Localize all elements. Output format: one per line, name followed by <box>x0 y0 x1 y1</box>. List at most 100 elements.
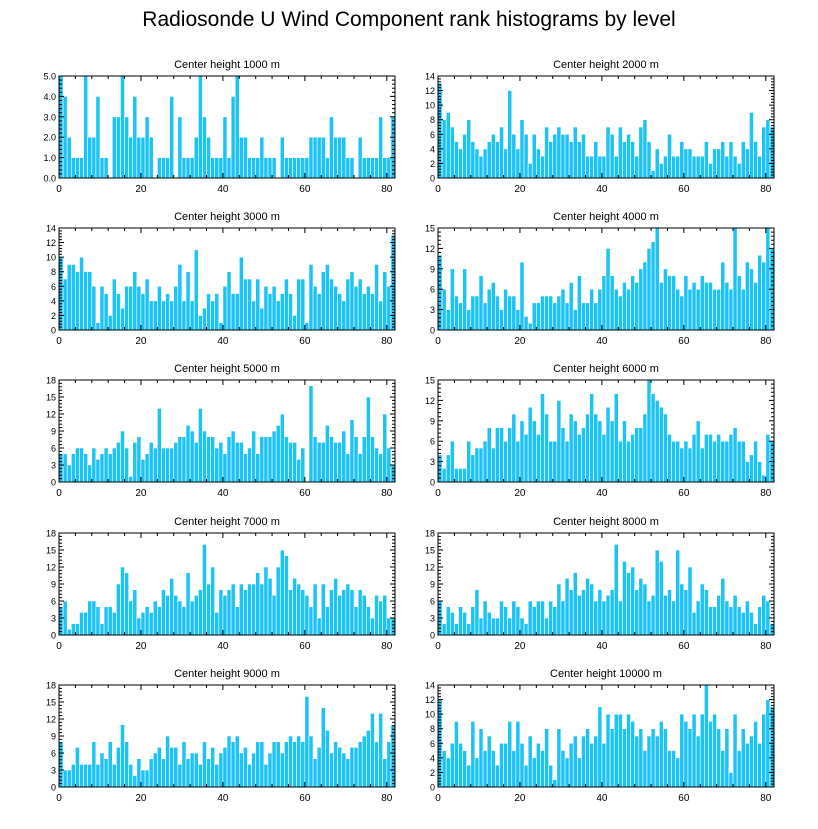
histogram-bar <box>581 589 586 636</box>
x-tick-label: 0 <box>56 336 62 347</box>
histogram-bar <box>345 453 351 483</box>
histogram-bar <box>95 322 101 331</box>
histogram-bar <box>152 300 158 331</box>
histogram-bar <box>169 747 175 788</box>
histogram-bar <box>329 116 334 179</box>
histogram-bar <box>667 589 672 636</box>
histogram-bar <box>708 163 713 179</box>
histogram-bar <box>366 396 371 483</box>
histogram-bar <box>527 163 533 179</box>
histogram-bar <box>275 566 281 636</box>
histogram-bar <box>275 741 281 788</box>
histogram-bar <box>462 468 467 483</box>
y-tick-label: 6 <box>51 444 56 454</box>
histogram-bar <box>658 406 664 483</box>
histogram-bar <box>136 285 142 331</box>
histogram-bar <box>341 430 347 483</box>
histogram-bar <box>601 600 607 636</box>
histogram-bar <box>486 288 492 331</box>
histogram-bar <box>560 288 566 331</box>
histogram-bar <box>740 612 746 636</box>
histogram-bar <box>474 295 480 331</box>
y-tick-label: 15 <box>425 546 435 556</box>
histogram-bar <box>304 696 310 788</box>
histogram-bar <box>556 583 562 636</box>
y-tick-label: 0 <box>430 478 435 488</box>
y-tick-label: 12 <box>46 563 56 573</box>
y-tick-label: 4 <box>51 296 56 306</box>
histogram-bar <box>157 285 162 331</box>
histogram-bar <box>349 271 355 331</box>
histogram-bar <box>630 141 635 179</box>
histogram-bar <box>495 295 500 331</box>
histogram-bar <box>474 757 480 788</box>
histogram-bar <box>120 75 125 179</box>
x-tick-label: 20 <box>135 336 147 347</box>
y-tick-label: 15 <box>425 376 435 386</box>
y-tick-label: 14 <box>46 224 56 234</box>
histogram-bar <box>361 157 367 179</box>
histogram-bar <box>75 747 80 788</box>
y-tick-label: 14 <box>425 72 435 82</box>
histogram-bar <box>124 447 129 483</box>
histogram-bar <box>66 769 72 788</box>
histogram-bar <box>320 136 326 179</box>
histogram-bar <box>288 157 293 179</box>
histogram-bar <box>466 764 472 788</box>
histogram-bar <box>658 721 664 788</box>
histogram-bar <box>515 606 521 636</box>
x-tick-label: 60 <box>299 641 311 652</box>
histogram-bar <box>357 589 363 636</box>
histogram-bar <box>181 741 187 788</box>
histogram-bar <box>634 589 640 636</box>
histogram-bar <box>531 757 537 788</box>
histogram-bar <box>605 595 611 636</box>
histogram-bar <box>679 141 685 179</box>
histogram-bar <box>202 116 207 179</box>
histogram-bar <box>292 442 297 483</box>
histogram-bar <box>445 757 451 788</box>
histogram-bar <box>749 612 754 636</box>
histogram-bar <box>144 606 150 636</box>
histogram-bar <box>556 400 562 483</box>
histogram-bar <box>507 295 513 331</box>
histogram-bar <box>716 595 722 636</box>
histogram-bar <box>490 750 496 788</box>
histogram-bar <box>757 606 763 636</box>
y-tick-label: 18 <box>46 681 56 691</box>
histogram-bar <box>581 133 586 179</box>
histogram-bar <box>226 436 232 483</box>
histogram-bar <box>699 275 705 331</box>
histogram-bar <box>210 747 216 788</box>
histogram-bar <box>148 136 154 179</box>
histogram-bar <box>531 133 537 179</box>
y-tick-label: 6 <box>51 749 56 759</box>
histogram-bar <box>382 595 388 636</box>
histogram-bar <box>646 735 652 788</box>
histogram-bar <box>462 268 467 331</box>
y-tick-label: 14 <box>425 681 435 691</box>
histogram-bar <box>296 583 302 636</box>
histogram-bar <box>499 427 504 483</box>
x-tick-label: 40 <box>596 336 608 347</box>
histogram-bar <box>654 148 660 179</box>
histogram-bar <box>704 589 709 636</box>
histogram-bar <box>271 430 277 483</box>
histogram-bar <box>540 393 545 483</box>
histogram-bar <box>218 157 224 179</box>
histogram-bar <box>712 288 717 331</box>
histogram-bar <box>267 578 273 636</box>
histogram-bar <box>214 293 220 331</box>
histogram-bar <box>679 295 685 331</box>
histogram-bar <box>251 430 256 483</box>
histogram-bar <box>761 474 767 483</box>
y-tick-label: 3 <box>430 305 435 315</box>
histogram-bar <box>675 440 681 483</box>
histogram-bar <box>120 724 125 788</box>
histogram-bar <box>140 769 146 788</box>
histogram-bar <box>247 583 252 636</box>
histogram-bar <box>458 468 463 483</box>
histogram-bar <box>259 307 265 331</box>
histogram-bar <box>181 157 187 179</box>
histogram-bar <box>312 436 318 483</box>
